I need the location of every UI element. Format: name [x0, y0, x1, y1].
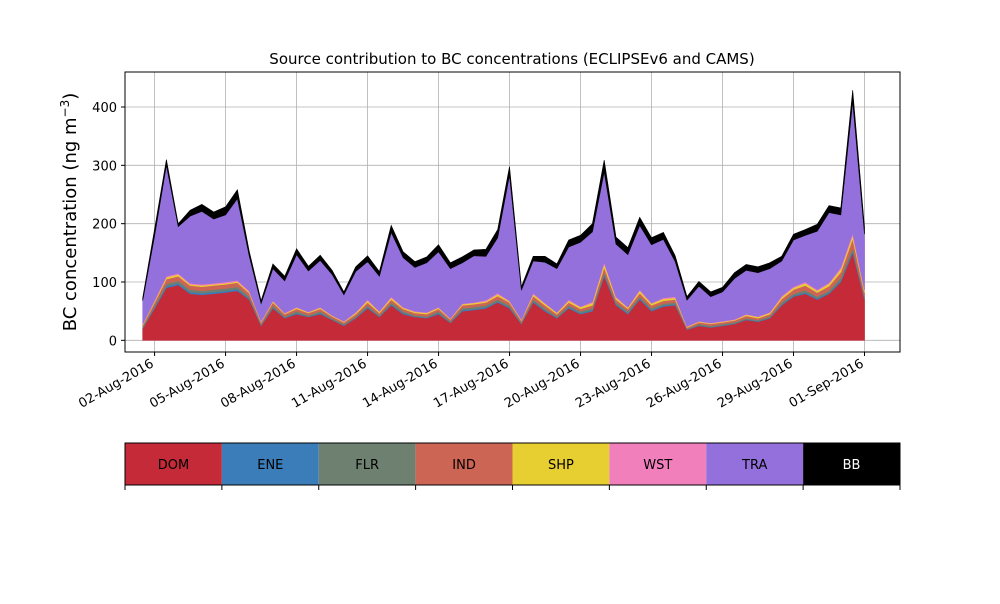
- legend-label-flr: FLR: [355, 458, 379, 473]
- y-axis-label-close: ): [60, 93, 81, 100]
- legend-label-ene: ENE: [257, 458, 283, 473]
- y-tick-label: 200: [92, 218, 117, 233]
- axes: [124, 71, 901, 353]
- chart-title: Source contribution to BC concentrations…: [269, 50, 754, 68]
- legend-swatch-flr: [318, 443, 416, 485]
- legend-swatch-ind: [415, 443, 513, 485]
- legend: DOM ENE FLR IND SHP WST TRA BB: [124, 442, 901, 490]
- y-tick-label: 400: [92, 101, 117, 116]
- legend-label-dom: DOM: [158, 458, 189, 473]
- legend-label-shp: SHP: [548, 458, 574, 473]
- y-tick-label: 300: [92, 159, 117, 174]
- legend-swatch-dom: [125, 443, 222, 485]
- y-axis-label-text: BC concentration (ng m: [60, 117, 81, 331]
- legend-label-wst: WST: [643, 458, 672, 473]
- y-axis-label-exponent: −3: [58, 100, 72, 118]
- plot-frame: [124, 71, 901, 353]
- legend-label-ind: IND: [452, 458, 476, 473]
- y-axis-label: BC concentration (ng m−3): [58, 93, 81, 332]
- area-bb: [142, 90, 865, 305]
- legend-swatch-ene: [221, 443, 319, 485]
- y-tick-label: 0: [109, 334, 117, 349]
- legend-swatch-bb: [803, 443, 900, 485]
- legend-label-tra: TRA: [741, 458, 767, 473]
- legend-swatch-shp: [512, 443, 610, 485]
- legend-swatch-wst: [609, 443, 707, 485]
- y-ticks: 0 100 200 300 400: [92, 101, 125, 349]
- stacked-areas: [142, 90, 865, 341]
- legend-swatch-tra: [706, 443, 804, 485]
- y-tick-label: 100: [92, 276, 117, 291]
- legend-label-bb: BB: [843, 458, 861, 473]
